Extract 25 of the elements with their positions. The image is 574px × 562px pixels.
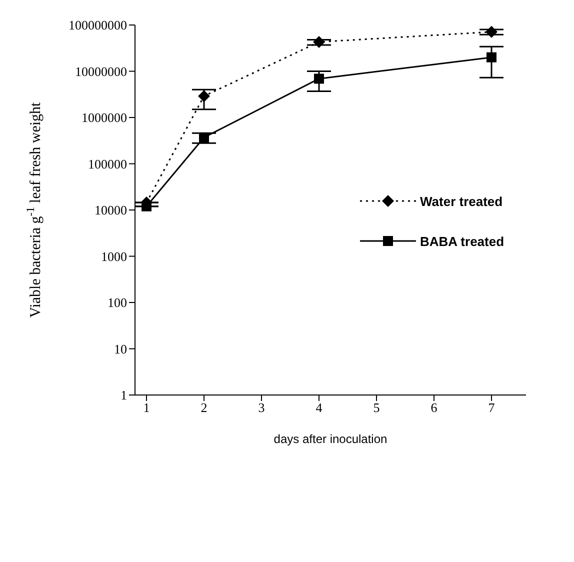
x-tick-label: 5 <box>373 400 380 416</box>
x-axis-title: days after inoculation <box>274 432 388 446</box>
y-tick-label: 1 <box>120 388 127 403</box>
x-tick-label: 3 <box>258 400 265 416</box>
y-tick-label: 10000 <box>94 202 127 218</box>
legend-label: Water treated <box>420 194 503 209</box>
point <box>198 90 210 102</box>
x-tick-label: 2 <box>200 400 208 416</box>
y-tick-label: 100000 <box>88 156 127 172</box>
point <box>486 52 496 62</box>
point <box>313 36 325 48</box>
point <box>199 132 209 142</box>
y-tick-label: 100000000 <box>68 18 127 33</box>
point <box>314 74 324 84</box>
y-tick-label: 1000000 <box>82 110 127 126</box>
x-tick-label: 7 <box>488 400 496 416</box>
y-tick-label: 10000000 <box>75 64 127 79</box>
point <box>486 26 498 38</box>
legend-label: BABA treated <box>420 234 504 249</box>
x-tick-label: 1 <box>143 400 150 416</box>
y-tick-label: 1000 <box>101 248 127 264</box>
x-tick-label: 6 <box>430 400 438 416</box>
y-tick-label: 10 <box>114 341 127 356</box>
x-tick-label: 4 <box>316 400 323 416</box>
y-tick-label: 100 <box>108 295 127 310</box>
